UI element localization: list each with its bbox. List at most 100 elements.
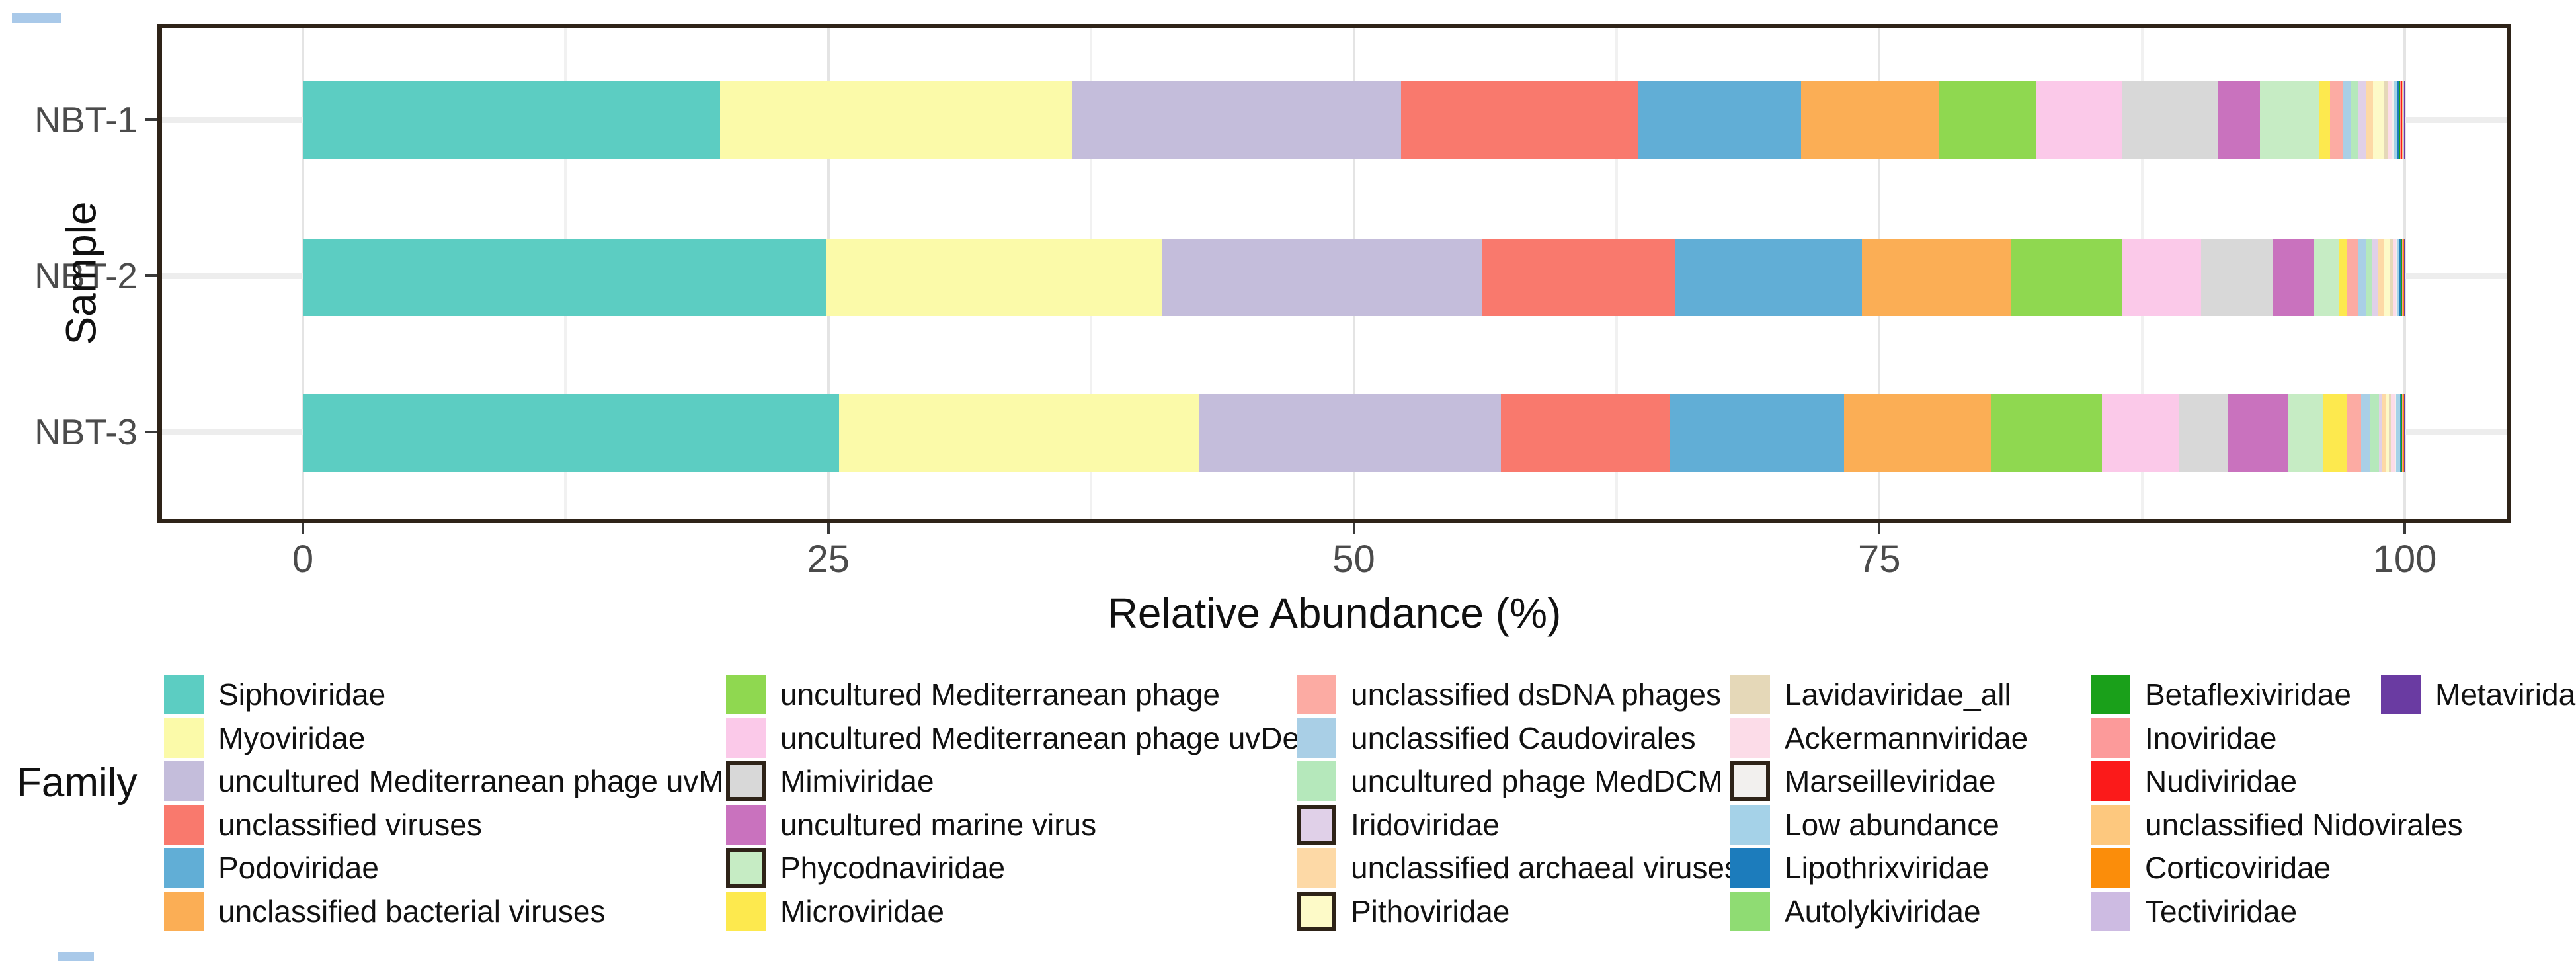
legend-label: unclassified Caudovirales (1351, 720, 1696, 755)
bar-segment (2121, 239, 2201, 316)
bar-segment (1482, 239, 1675, 316)
bar-segment (2395, 239, 2398, 316)
legend-label: Phycodnaviridae (780, 851, 1006, 885)
legend-item: Inoviridae (2091, 718, 2276, 758)
legend-label: Ackermannviridae (1785, 720, 2029, 755)
y-tick-mark (145, 274, 157, 277)
bar-segment (2401, 239, 2402, 316)
legend-item: unclassified Nidovirales (2091, 804, 2463, 845)
bar-segment (2343, 81, 2352, 159)
legend-swatch (1730, 761, 1770, 801)
legend-label: unclassified Nidovirales (2145, 807, 2463, 842)
bar-segment (1675, 239, 1862, 316)
bar-segment (2401, 81, 2403, 159)
bar-segment (1637, 81, 1802, 159)
legend-item: Myoviridae (164, 718, 365, 758)
legend-swatch (2381, 675, 2421, 714)
bar-segment (2372, 239, 2378, 316)
legend-item: Phycodnaviridae (726, 848, 1005, 888)
legend-item: Ackermannviridae (1730, 718, 2028, 758)
bar-segment (2386, 394, 2390, 472)
legend-item: uncultured phage MedDCM (1297, 761, 1723, 801)
y-tick-mark (145, 118, 157, 121)
bar-segment (2383, 81, 2388, 159)
x-tick-mark (826, 523, 830, 534)
legend-item: unclassified archaeal viruses (1297, 848, 1740, 888)
x-tick-label: 25 (807, 538, 850, 581)
bar-segment (2370, 394, 2379, 472)
legend-label: uncultured Mediterranean phage uvMED (218, 764, 766, 798)
legend-label: Iridoviridae (1351, 807, 1500, 842)
bar-segment (2400, 81, 2401, 159)
bar-segment (2388, 81, 2392, 159)
y-tick-mark (145, 431, 157, 433)
bar-segment (2318, 81, 2331, 159)
bar-segment (2393, 239, 2396, 316)
legend-swatch (1297, 804, 1336, 845)
legend-swatch (1730, 848, 1770, 888)
x-tick-mark (1352, 523, 1355, 534)
bar-segment (2401, 394, 2402, 472)
legend-swatch (726, 675, 766, 714)
x-tick-mark (1878, 523, 1881, 534)
screenshot-artifact-bottom-left (58, 952, 94, 961)
legend-label: uncultured Mediterranean phage uvDeep (780, 720, 1334, 755)
legend-swatch (2091, 718, 2130, 758)
bar-segment (2382, 394, 2386, 472)
bar-segment (2036, 81, 2122, 159)
legend-item: Tectiviridae (2091, 891, 2297, 931)
legend-swatch (2091, 891, 2130, 931)
bar-segment (1500, 394, 1671, 472)
bar-segment (2390, 239, 2394, 316)
legend-item: uncultured Mediterranean phage uvDeep (726, 718, 1333, 758)
legend-item: uncultured Mediterranean phage uvMED (164, 761, 766, 801)
legend-swatch (1730, 718, 1770, 758)
legend-label: Metaviridae (2435, 677, 2576, 712)
legend-item: Siphoviridae (164, 675, 385, 714)
legend-swatch (2091, 848, 2130, 888)
legend-item: Podoviridae (164, 848, 379, 888)
x-tick-label: 0 (292, 538, 314, 581)
legend-label: Betaflexiviridae (2145, 677, 2351, 712)
legend-swatch (1297, 761, 1336, 801)
legend-item: uncultured marine virus (726, 804, 1096, 845)
legend-item: Mimiviridae (726, 761, 934, 801)
x-tick-label: 100 (2372, 538, 2437, 581)
bar-segment (2389, 394, 2392, 472)
bar-segment (2378, 394, 2382, 472)
bar-segment (2403, 239, 2404, 316)
bar-segment (1199, 394, 1501, 472)
legend-swatch (1297, 891, 1336, 931)
legend-label: unclassified viruses (218, 807, 482, 842)
x-tick-label: 50 (1332, 538, 1375, 581)
legend-item: Betaflexiviridae (2091, 675, 2351, 714)
bar-segment (826, 239, 1162, 316)
legend-label: Siphoviridae (218, 677, 386, 712)
bar-segment (2101, 394, 2179, 472)
bar-segment (2398, 239, 2401, 316)
bar-segment (2392, 81, 2394, 159)
legend-swatch (726, 718, 766, 758)
bar-segment (2403, 81, 2405, 159)
bar-segment (303, 239, 827, 316)
x-axis-title: Relative Abundance (%) (1107, 589, 1562, 637)
bar-segment (2399, 81, 2401, 159)
legend-item: unclassified viruses (164, 804, 482, 845)
bar-segment (2403, 239, 2405, 316)
legend-label: Nudiviridae (2145, 764, 2298, 798)
bar-segment (1990, 394, 2102, 472)
bar-segment (2218, 81, 2261, 159)
legend-label: Lipothrixviridae (1785, 851, 1990, 885)
legend-item: uncultured Mediterranean phage (726, 675, 1220, 714)
bar-nbt-2 (303, 239, 2405, 316)
legend-item: Lavidaviridae_all (1730, 675, 2011, 714)
legend-swatch (2091, 675, 2130, 714)
bar-segment (2401, 81, 2402, 159)
bar-segment (2260, 81, 2319, 159)
legend-label: Inoviridae (2145, 720, 2277, 755)
legend-swatch (1297, 675, 1336, 714)
bar-segment (2357, 81, 2366, 159)
bar-segment (1844, 394, 1991, 472)
bar-segment (2347, 394, 2362, 472)
